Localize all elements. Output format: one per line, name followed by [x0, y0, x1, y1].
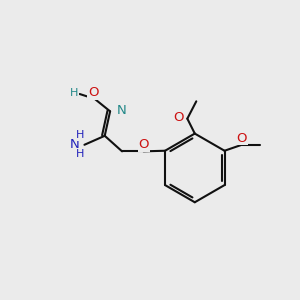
Text: O: O: [88, 86, 99, 99]
Text: N: N: [117, 103, 126, 117]
Text: H: H: [76, 149, 84, 159]
Text: N: N: [70, 138, 80, 151]
Text: H: H: [70, 88, 78, 98]
Text: H: H: [76, 130, 84, 140]
Text: O: O: [237, 132, 247, 145]
Text: O: O: [138, 138, 149, 151]
Text: O: O: [173, 111, 184, 124]
